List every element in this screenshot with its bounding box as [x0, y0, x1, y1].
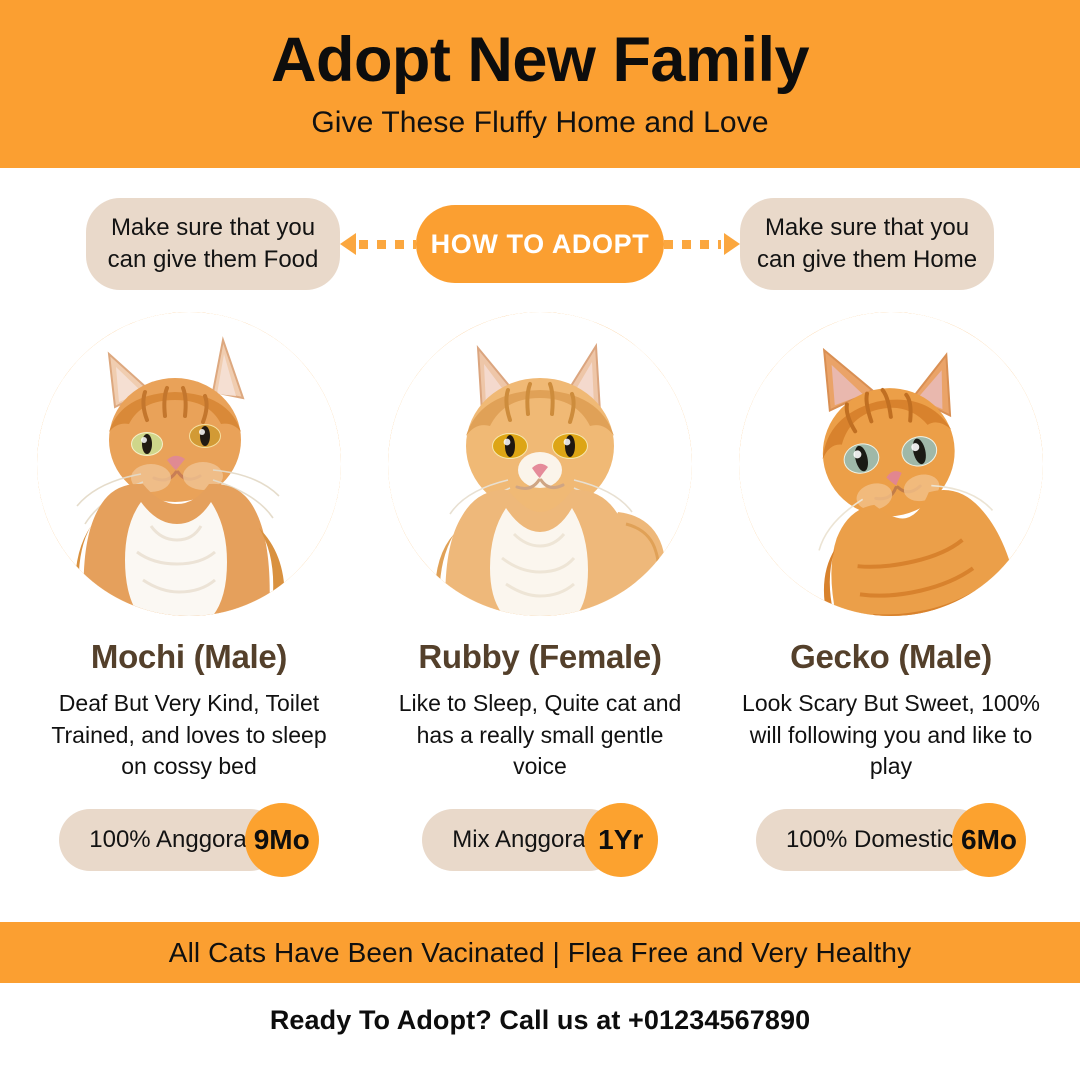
- cat-age-badge: 6Mo: [952, 803, 1027, 878]
- arrow-left-head-icon: [340, 233, 356, 255]
- footer-cta: Ready To Adopt? Call us at +01234567890: [0, 983, 1080, 1080]
- footer-banner: All Cats Have Been Vacinated | Flea Free…: [0, 922, 1080, 983]
- cat-photo-ring: [739, 312, 1043, 616]
- cat-badge: Mix Anggora 1Yr: [422, 803, 658, 878]
- cat-card-gecko[interactable]: Gecko (Male) Look Scary But Sweet, 100% …: [726, 312, 1056, 878]
- cat-name: Mochi (Male): [90, 638, 288, 675]
- cat-description: Deaf But Very Kind, Toilet Trained, and …: [51, 690, 327, 780]
- arrow-right-dots-icon: [664, 239, 721, 249]
- cat-badge: 100% Anggora 9Mo: [59, 803, 319, 878]
- how-to-adopt-badge: HOW TO ADOPT: [416, 205, 664, 283]
- arrow-right-icon: [664, 229, 740, 259]
- cat-name: Rubby (Female): [418, 638, 662, 675]
- cat-photo-gecko-icon: [739, 312, 1043, 616]
- poster-header: Adopt New Family Give These Fluffy Home …: [0, 0, 1080, 168]
- cat-age-badge: 9Mo: [244, 803, 319, 878]
- cat-description: Look Scary But Sweet, 100% will followin…: [742, 690, 1040, 780]
- cat-photo-mochi-icon: [37, 312, 341, 616]
- cat-breed-label: 100% Anggora: [59, 809, 281, 872]
- cat-card-mochi[interactable]: Mochi (Male) Deaf But Very Kind, Toilet …: [24, 312, 354, 878]
- cat-name: Gecko (Male): [790, 638, 992, 675]
- arrow-left-dots-icon: [359, 239, 416, 249]
- cat-photo-ring: [37, 312, 341, 616]
- tip-box-home: Make sure that you can give them Home: [740, 198, 994, 290]
- cat-card-list: Mochi (Male) Deaf But Very Kind, Toilet …: [0, 312, 1080, 878]
- arrow-left-icon: [340, 229, 416, 259]
- footer-cta-text: Ready To Adopt? Call us at +01234567890: [269, 1005, 811, 1035]
- how-to-adopt-row: Make sure that you can give them Food HO…: [0, 196, 1080, 292]
- page-subtitle: Give These Fluffy Home and Love: [311, 105, 769, 139]
- cat-age-badge: 1Yr: [583, 803, 658, 878]
- cat-breed-label: 100% Domestic: [755, 809, 989, 872]
- cat-photo-ring: [388, 312, 692, 616]
- footer-banner-text: All Cats Have Been Vacinated | Flea Free…: [168, 936, 912, 968]
- cat-description: Like to Sleep, Quite cat and has a reall…: [398, 690, 682, 780]
- tip-box-food: Make sure that you can give them Food: [86, 198, 340, 290]
- cat-badge: 100% Domestic 6Mo: [755, 803, 1027, 878]
- arrow-right-head-icon: [724, 233, 740, 255]
- cat-card-rubby[interactable]: Rubby (Female) Like to Sleep, Quite cat …: [375, 312, 705, 878]
- page-title: Adopt New Family: [270, 24, 810, 95]
- cat-photo-rubby-icon: [388, 312, 692, 616]
